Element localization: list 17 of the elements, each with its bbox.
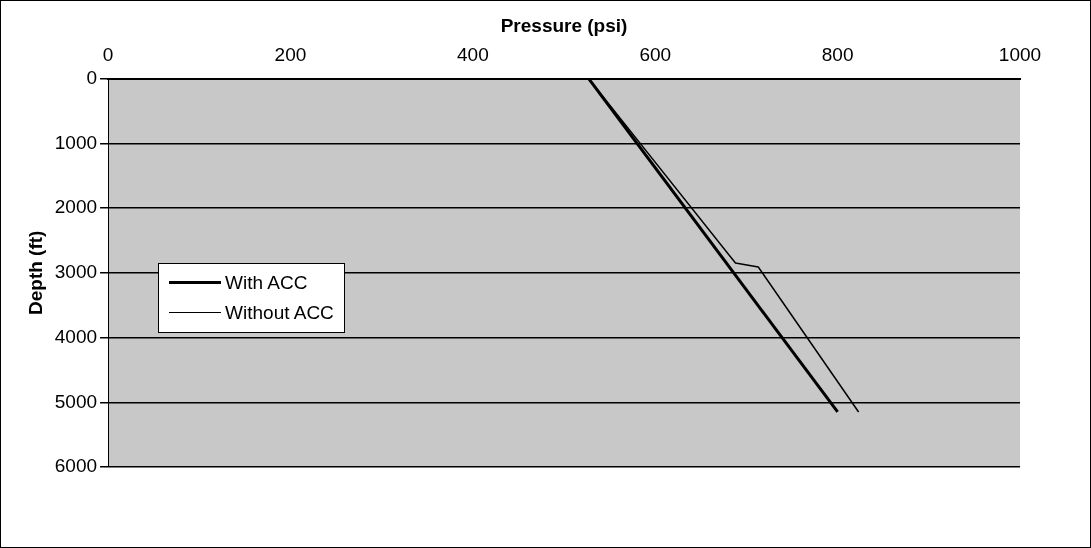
x-tick-label: 200 <box>274 44 307 66</box>
y-tick-label: 0 <box>86 66 98 88</box>
x-tick-label: 400 <box>456 44 489 66</box>
legend-label: Without ACC <box>225 300 334 325</box>
y-tick-label: 3000 <box>54 261 98 283</box>
y-tick-label: 5000 <box>54 390 98 412</box>
x-axis-title: Pressure (psi) <box>500 14 628 36</box>
y-tick-label: 1000 <box>54 131 98 153</box>
x-tick-label: 0 <box>102 44 114 66</box>
y-axis-title: Depth (ft) <box>24 230 46 316</box>
legend-label: With ACC <box>225 270 308 295</box>
y-tick-label: 2000 <box>54 196 98 218</box>
y-tick-label: 4000 <box>54 325 98 347</box>
x-tick-label: 1000 <box>998 44 1042 66</box>
y-tick-label: 6000 <box>54 455 98 477</box>
x-tick-label: 600 <box>639 44 672 66</box>
x-tick-label: 800 <box>821 44 854 66</box>
